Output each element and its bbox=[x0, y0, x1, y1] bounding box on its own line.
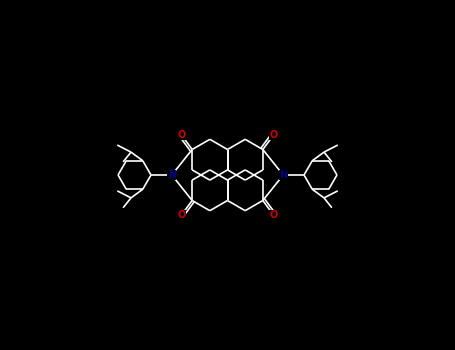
Text: O: O bbox=[270, 130, 278, 140]
Text: O: O bbox=[177, 210, 185, 220]
Text: O: O bbox=[270, 210, 278, 220]
Text: N: N bbox=[168, 170, 176, 180]
Text: O: O bbox=[177, 130, 185, 140]
Text: N: N bbox=[279, 170, 287, 180]
